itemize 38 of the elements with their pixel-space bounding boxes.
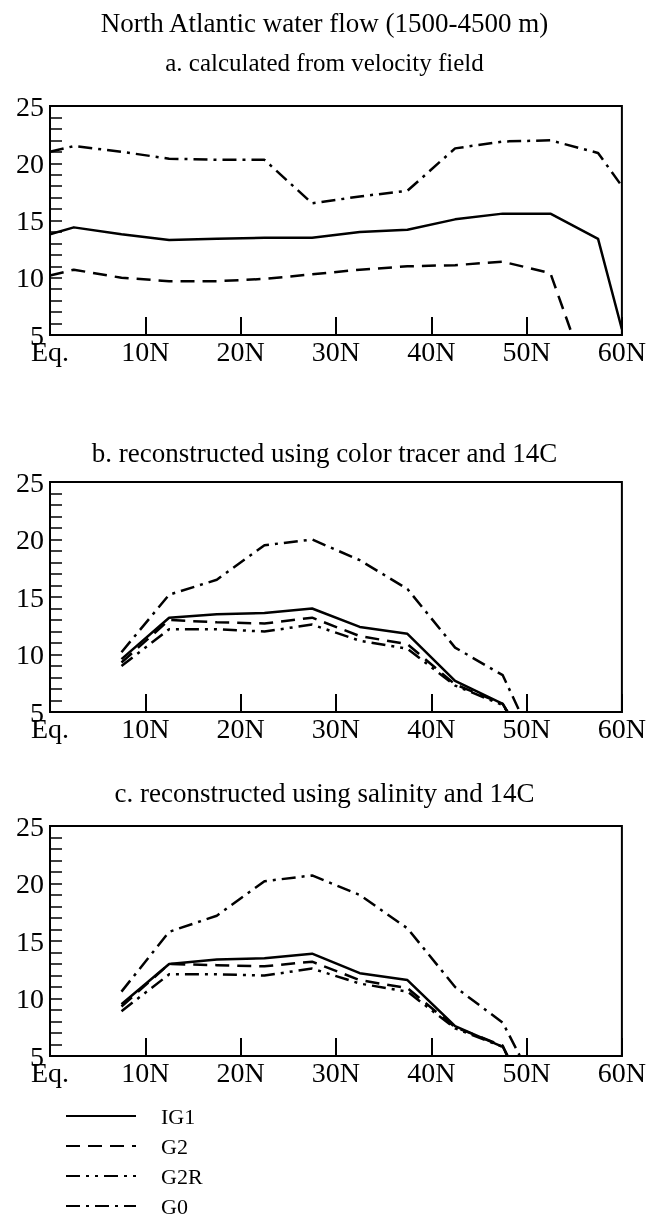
x-tick-label: 20N bbox=[216, 1056, 265, 1088]
x-tick-label: 30N bbox=[311, 1056, 361, 1088]
x-tick-label: 60N bbox=[597, 712, 647, 744]
y-tick-label: 20 bbox=[16, 524, 44, 555]
y-tick-label: 20 bbox=[16, 868, 44, 899]
chart-subtitle: a. calculated from velocity field bbox=[165, 49, 485, 76]
y-tick-label: 25 bbox=[16, 466, 44, 498]
x-tick-label: 40N bbox=[407, 712, 456, 744]
y-tick-label: 15 bbox=[16, 581, 44, 613]
x-tick-label: 30N bbox=[311, 335, 361, 367]
x-tick-label: 50N bbox=[502, 1056, 551, 1088]
chart-title: b. reconstructed using color tracer and 14C bbox=[91, 437, 558, 468]
y-tick-label: 15 bbox=[16, 925, 44, 957]
x-tick-label: 60N bbox=[597, 1056, 647, 1088]
legend-label: IG1 bbox=[161, 1103, 196, 1129]
x-tick-label: 30N bbox=[311, 712, 361, 744]
y-tick-label: 25 bbox=[16, 810, 44, 842]
x-tick-label: 10N bbox=[121, 712, 170, 744]
x-tick-label: 20N bbox=[216, 712, 265, 744]
x-tick-label: 20N bbox=[216, 335, 265, 367]
legend-label: G2R bbox=[161, 1163, 203, 1189]
y-tick-label: 20 bbox=[16, 147, 44, 179]
legend-label: G2 bbox=[161, 1133, 188, 1159]
y-tick-label: 10 bbox=[16, 639, 44, 670]
x-tick-label: 10N bbox=[121, 1056, 170, 1088]
x-tick-label: 60N bbox=[597, 335, 647, 367]
chart-title: c. reconstructed using salinity and 14C bbox=[114, 777, 535, 808]
y-tick-label: 10 bbox=[16, 262, 44, 294]
y-tick-label: 15 bbox=[16, 205, 44, 236]
y-tick-label: 10 bbox=[16, 983, 44, 1014]
chart-title: North Atlantic water flow (1500-4500 m) bbox=[100, 7, 549, 38]
x-tick-label: 40N bbox=[407, 1056, 456, 1088]
x-tick-label: 50N bbox=[502, 335, 551, 367]
x-tick-label: 10N bbox=[121, 335, 170, 367]
x-tick-label: 50N bbox=[502, 712, 551, 744]
y-tick-label: 25 bbox=[16, 90, 44, 122]
legend-label: G0 bbox=[161, 1193, 188, 1219]
x-tick-label: 40N bbox=[407, 335, 456, 367]
